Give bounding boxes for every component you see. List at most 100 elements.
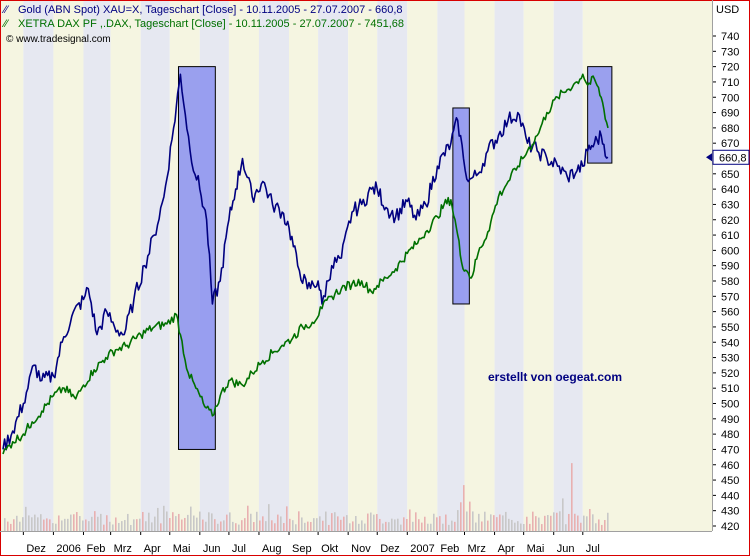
volume-bar xyxy=(91,516,93,531)
x-tick-label: Dez xyxy=(380,543,400,555)
y-tick-label: 570 xyxy=(721,291,739,303)
x-tick-label: Apr xyxy=(498,543,515,555)
chart-annotation: erstellt von oegeat.com xyxy=(488,370,622,384)
y-tick-label: 530 xyxy=(721,353,739,365)
volume-bar xyxy=(439,516,441,531)
volume-bar xyxy=(163,505,165,531)
volume-bar xyxy=(175,516,177,531)
x-tick-label: Okt xyxy=(321,543,338,555)
volume-bar xyxy=(343,516,345,531)
legend-series1: Gold (ABN Spot) XAU=X, Tageschart [Close… xyxy=(18,4,403,16)
volume-bar xyxy=(157,507,159,531)
volume-bar xyxy=(13,519,15,531)
volume-bar xyxy=(40,514,42,531)
month-band xyxy=(289,0,319,531)
y-tick-label: 710 xyxy=(721,77,739,89)
volume-bar xyxy=(478,513,480,531)
volume-bar xyxy=(85,519,87,531)
volume-bar xyxy=(103,524,105,531)
x-tick-label: Mai xyxy=(527,543,545,555)
volume-bar xyxy=(253,522,255,531)
volume-bar xyxy=(472,511,474,531)
x-tick-label: Jun xyxy=(557,543,575,555)
volume-bar xyxy=(520,523,522,531)
volume-bar xyxy=(469,501,471,531)
volume-bar xyxy=(538,517,540,531)
volume-bar xyxy=(517,521,519,531)
volume-bar xyxy=(229,512,231,531)
volume-bar xyxy=(382,523,384,531)
month-band xyxy=(140,0,170,531)
volume-bar xyxy=(256,511,258,531)
y-tick-label: 610 xyxy=(721,230,739,242)
month-band xyxy=(53,0,84,531)
volume-bar xyxy=(265,521,267,531)
volume-bar xyxy=(388,522,390,531)
y-tick-label: 650 xyxy=(721,169,739,181)
y-tick-label: 730 xyxy=(721,46,739,58)
series-lines xyxy=(2,73,609,455)
volume-bar xyxy=(424,516,426,531)
volume-bar xyxy=(310,521,312,531)
y-tick-label: 500 xyxy=(721,399,739,411)
volume-bar xyxy=(16,515,18,531)
volume-bar xyxy=(535,516,537,531)
volume-bar xyxy=(397,518,399,531)
volume-bar xyxy=(511,519,513,531)
volume-bar xyxy=(559,511,561,531)
legend: ⁄⁄ Gold (ABN Spot) XAU=X, Tageschart [Cl… xyxy=(1,4,404,45)
volume-bar xyxy=(514,522,516,531)
volume-bar xyxy=(94,511,96,531)
volume-bar xyxy=(385,521,387,531)
month-band xyxy=(0,0,24,531)
y-tick-label: 480 xyxy=(721,429,739,441)
x-tick-label: Jun xyxy=(203,543,221,555)
x-tick-label: Mrz xyxy=(114,543,132,555)
volume-bar xyxy=(148,512,150,531)
current-value-marker: 660,8 xyxy=(712,149,750,165)
volume-bar xyxy=(73,514,75,531)
volume-bar xyxy=(19,521,21,531)
volume-bar xyxy=(274,523,276,531)
y-tick-label: 440 xyxy=(721,490,739,502)
volume-bar xyxy=(100,513,102,531)
volume-bar xyxy=(430,523,432,531)
volume-bar xyxy=(463,485,465,531)
volume-bar xyxy=(232,521,234,531)
volume-bar xyxy=(7,521,9,531)
volume-bar xyxy=(169,518,171,531)
volume-bar xyxy=(328,524,330,531)
volume-bar xyxy=(379,518,381,531)
volume-bar xyxy=(205,521,207,531)
volume-bar xyxy=(31,517,33,531)
volume-bar xyxy=(325,511,327,531)
volume-bar xyxy=(352,521,354,531)
y-tick-label: 740 xyxy=(721,31,739,43)
y-tick-label: 680 xyxy=(721,123,739,135)
volume-bar xyxy=(367,513,369,531)
volume-bar xyxy=(577,515,579,531)
volume-bar xyxy=(319,516,321,531)
x-axis: Dez 2006 Feb Mrz Apr Mai Jun Jul Aug Sep Okt Nov Dez… xyxy=(22,531,600,555)
y-tick-label: 700 xyxy=(721,92,739,104)
volume-bar xyxy=(529,523,531,531)
volume-bar xyxy=(595,523,597,531)
current-value-label: 660,8 xyxy=(719,152,747,164)
volume-bar xyxy=(277,514,279,531)
volume-bar xyxy=(403,517,405,531)
volume-bar xyxy=(448,524,450,531)
volume-bar xyxy=(226,514,228,531)
volume-bar xyxy=(562,498,564,531)
volume-bar xyxy=(580,522,582,531)
y-tick-label: 510 xyxy=(721,383,739,395)
volume-bar xyxy=(412,521,414,531)
volume-bar xyxy=(37,517,39,531)
volume-bar xyxy=(490,514,492,531)
volume-bar xyxy=(118,522,120,531)
volume-bar xyxy=(247,505,249,531)
volume-bars xyxy=(4,463,609,531)
volume-bar xyxy=(70,514,72,531)
x-tick-label: 2006 xyxy=(56,543,80,555)
volume-bar xyxy=(322,520,324,531)
volume-bar xyxy=(298,511,300,531)
